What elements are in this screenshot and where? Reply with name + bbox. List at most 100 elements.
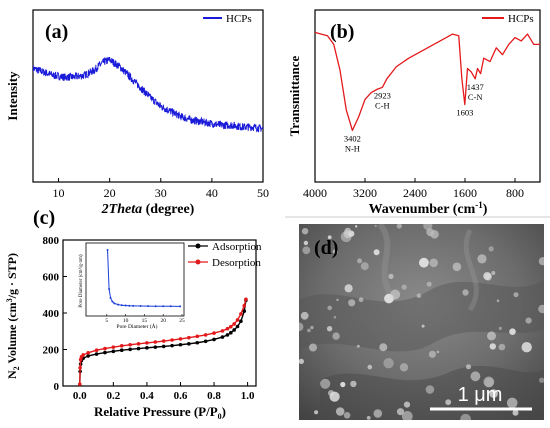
sem-particle: [320, 378, 331, 389]
isotherm-point-adsorption: [128, 347, 132, 352]
axis-ticks-c: 0.0 0.2 0.4 0.6 0.8 1.0 0 200 400 600 800: [43, 235, 255, 402]
x-tick-label-a: 10: [53, 186, 65, 200]
legend-label-adsorption: Adsorption: [212, 241, 262, 253]
sem-particle: [340, 381, 346, 388]
legend-b: HCPs: [482, 13, 534, 25]
xrd-series: [33, 56, 263, 133]
sem-particle: [373, 249, 380, 256]
isotherm-point-desorption: [94, 348, 99, 353]
isotherm-point-adsorption: [136, 346, 141, 351]
inset-chart: 5 10 15 20 25 Pore Diameter (Å) Pore Diamete…: [78, 242, 185, 330]
sem-particle: [343, 412, 351, 419]
panel-label-a: (a): [45, 21, 68, 43]
sem-particle: [423, 224, 433, 231]
inset-point: [111, 300, 114, 303]
inset-point: [124, 304, 127, 307]
sem-particle: [477, 254, 487, 264]
inset-x-tick-label: 20: [160, 318, 166, 324]
isotherm-point-adsorption: [187, 342, 191, 346]
inset-x-tick-label: 5: [105, 318, 108, 324]
panel-label-d: (d): [314, 237, 338, 259]
sem-particle: [399, 363, 409, 372]
sem-particle: [327, 235, 332, 240]
inset-point: [108, 288, 111, 290]
isotherm-point-adsorption: [225, 333, 230, 337]
sem-particle: [428, 350, 436, 358]
inset-x-tick-label: 25: [179, 318, 185, 324]
sem-particle: [333, 249, 338, 255]
inset-series: [106, 249, 182, 308]
sem-particle: [539, 377, 544, 383]
sem-particle: [335, 407, 345, 416]
legend-c: Adsorption Desorption: [188, 241, 262, 269]
inset-point: [128, 304, 131, 307]
isotherm-point-adsorption: [153, 345, 158, 349]
isotherm-point-desorption: [244, 297, 248, 302]
inset-x-tick-label: 10: [123, 318, 129, 324]
inset-frame: [85, 242, 185, 317]
inset-y-label: Pore Diameter (cm³/g·nm): [78, 254, 84, 307]
sem-particle: [452, 262, 462, 272]
isotherm-point-desorption: [145, 341, 149, 345]
ftir-annotation: 2923: [374, 90, 391, 100]
sem-particle: [521, 342, 532, 353]
isotherm-point-desorption: [103, 346, 107, 351]
sem-particle: [496, 299, 500, 303]
isotherm-point-adsorption: [103, 350, 107, 355]
sem-particle: [462, 289, 469, 296]
sem-particle: [367, 364, 373, 370]
ftir-annotation: N-H: [345, 143, 360, 153]
x-tick-label-c: 0.4: [140, 390, 154, 402]
x-axis-label-a: 2Theta (degree): [101, 202, 195, 217]
sem-particle: [506, 397, 518, 409]
ftir-series: [315, 31, 540, 132]
sem-particle: [357, 258, 363, 264]
legend-marker-desorption: [195, 259, 201, 265]
sem-particle: [484, 377, 494, 388]
isotherm-point-adsorption: [220, 335, 225, 339]
inset-x-label: Pore Diameter (Å): [117, 322, 158, 330]
sem-particle: [498, 326, 502, 330]
sem-particle: [403, 401, 411, 408]
inset-line: [107, 249, 181, 307]
isotherm-point-desorption: [136, 342, 141, 346]
y-tick-label-c: 800: [43, 235, 60, 247]
isotherm-point-desorption: [187, 335, 191, 340]
isotherm-series: [77, 297, 248, 386]
isotherm-point-adsorption: [232, 328, 236, 332]
x-tick-label-b: 800: [506, 186, 524, 200]
sem-particle: [303, 240, 309, 246]
sem-particle: [484, 273, 493, 281]
sem-particle: [374, 224, 377, 227]
isotherm-point-adsorption: [119, 348, 124, 353]
x-tick-label-a: 30: [155, 186, 167, 200]
panel-a: (a) HCPs 10 20 30 40 50 Intensity 2Theta (de…: [5, 9, 269, 217]
sem-particle: [487, 331, 496, 341]
x-tick-label-b: 2400: [403, 186, 427, 200]
sem-particle: [329, 391, 340, 402]
sem-particle: [513, 292, 519, 298]
isotherm-point-desorption: [78, 357, 83, 362]
sem-particle: [301, 228, 309, 235]
isotherm-point-desorption: [170, 338, 174, 342]
isotherm-point-adsorption: [178, 342, 183, 347]
isotherm-point-adsorption: [161, 344, 166, 349]
inset-point: [120, 304, 123, 307]
y-tick-label-c: 400: [43, 308, 60, 320]
x-tick-label-c: 1.0: [241, 390, 255, 402]
ftir-annotation: 1437: [467, 82, 484, 92]
isotherm-point-adsorption: [203, 339, 208, 344]
sem-particle: [356, 344, 360, 348]
sem-particle: [314, 410, 319, 415]
sem-particle: [489, 343, 496, 350]
sem-particle: [336, 298, 339, 302]
sem-particle: [498, 343, 506, 351]
sem-particle: [299, 358, 304, 365]
axes-frame-b: [314, 9, 541, 183]
sem-particle: [401, 284, 407, 290]
ftir-annotation: 3402: [344, 133, 361, 143]
sem-particle: [396, 224, 402, 229]
sem-particle: [383, 358, 394, 369]
x-tick-label-c: 0.8: [207, 390, 221, 402]
